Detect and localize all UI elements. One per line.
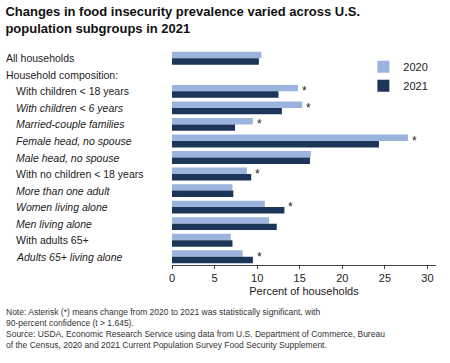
svg-text:With no children < 18 years: With no children < 18 years: [16, 168, 144, 180]
svg-text:2020: 2020: [403, 61, 427, 73]
svg-text:With children < 18 years: With children < 18 years: [16, 85, 129, 97]
svg-text:All households: All households: [6, 52, 74, 64]
svg-text:2021: 2021: [403, 80, 427, 92]
svg-text:Women living alone: Women living alone: [16, 201, 108, 213]
svg-text:Changes in food insecurity pre: Changes in food insecurity prevalence va…: [5, 4, 360, 36]
svg-text:Male head, no spouse: Male head, no spouse: [16, 152, 119, 164]
svg-text:*: *: [257, 117, 262, 131]
svg-text:0: 0: [169, 272, 175, 284]
svg-text:25: 25: [379, 272, 391, 284]
svg-text:Adults 65+ living alone: Adults 65+ living alone: [16, 251, 123, 263]
svg-text:Female head, no spouse: Female head, no spouse: [16, 135, 132, 147]
svg-text:*: *: [255, 167, 260, 181]
svg-text:Married-couple families: Married-couple families: [16, 118, 125, 130]
svg-text:*: *: [412, 134, 417, 148]
svg-text:20: 20: [336, 272, 348, 284]
svg-text:5: 5: [212, 272, 218, 284]
svg-text:Men living alone: Men living alone: [16, 218, 92, 230]
svg-text:With children < 6 years: With children < 6 years: [16, 102, 124, 114]
svg-text:*: *: [288, 200, 293, 214]
svg-text:More than one adult: More than one adult: [16, 185, 110, 197]
svg-text:Percent of households: Percent of households: [249, 285, 359, 297]
svg-text:15: 15: [294, 272, 306, 284]
svg-text:30: 30: [421, 272, 433, 284]
svg-text:Note: Asterisk (*) means chang: Note: Asterisk (*) means change from 202…: [6, 307, 385, 350]
svg-text:*: *: [257, 250, 262, 264]
svg-text:Household composition:: Household composition:: [6, 69, 118, 81]
svg-text:*: *: [302, 84, 307, 98]
svg-text:*: *: [306, 101, 311, 115]
svg-text:With adults 65+: With adults 65+: [16, 234, 89, 246]
svg-text:10: 10: [251, 272, 263, 284]
